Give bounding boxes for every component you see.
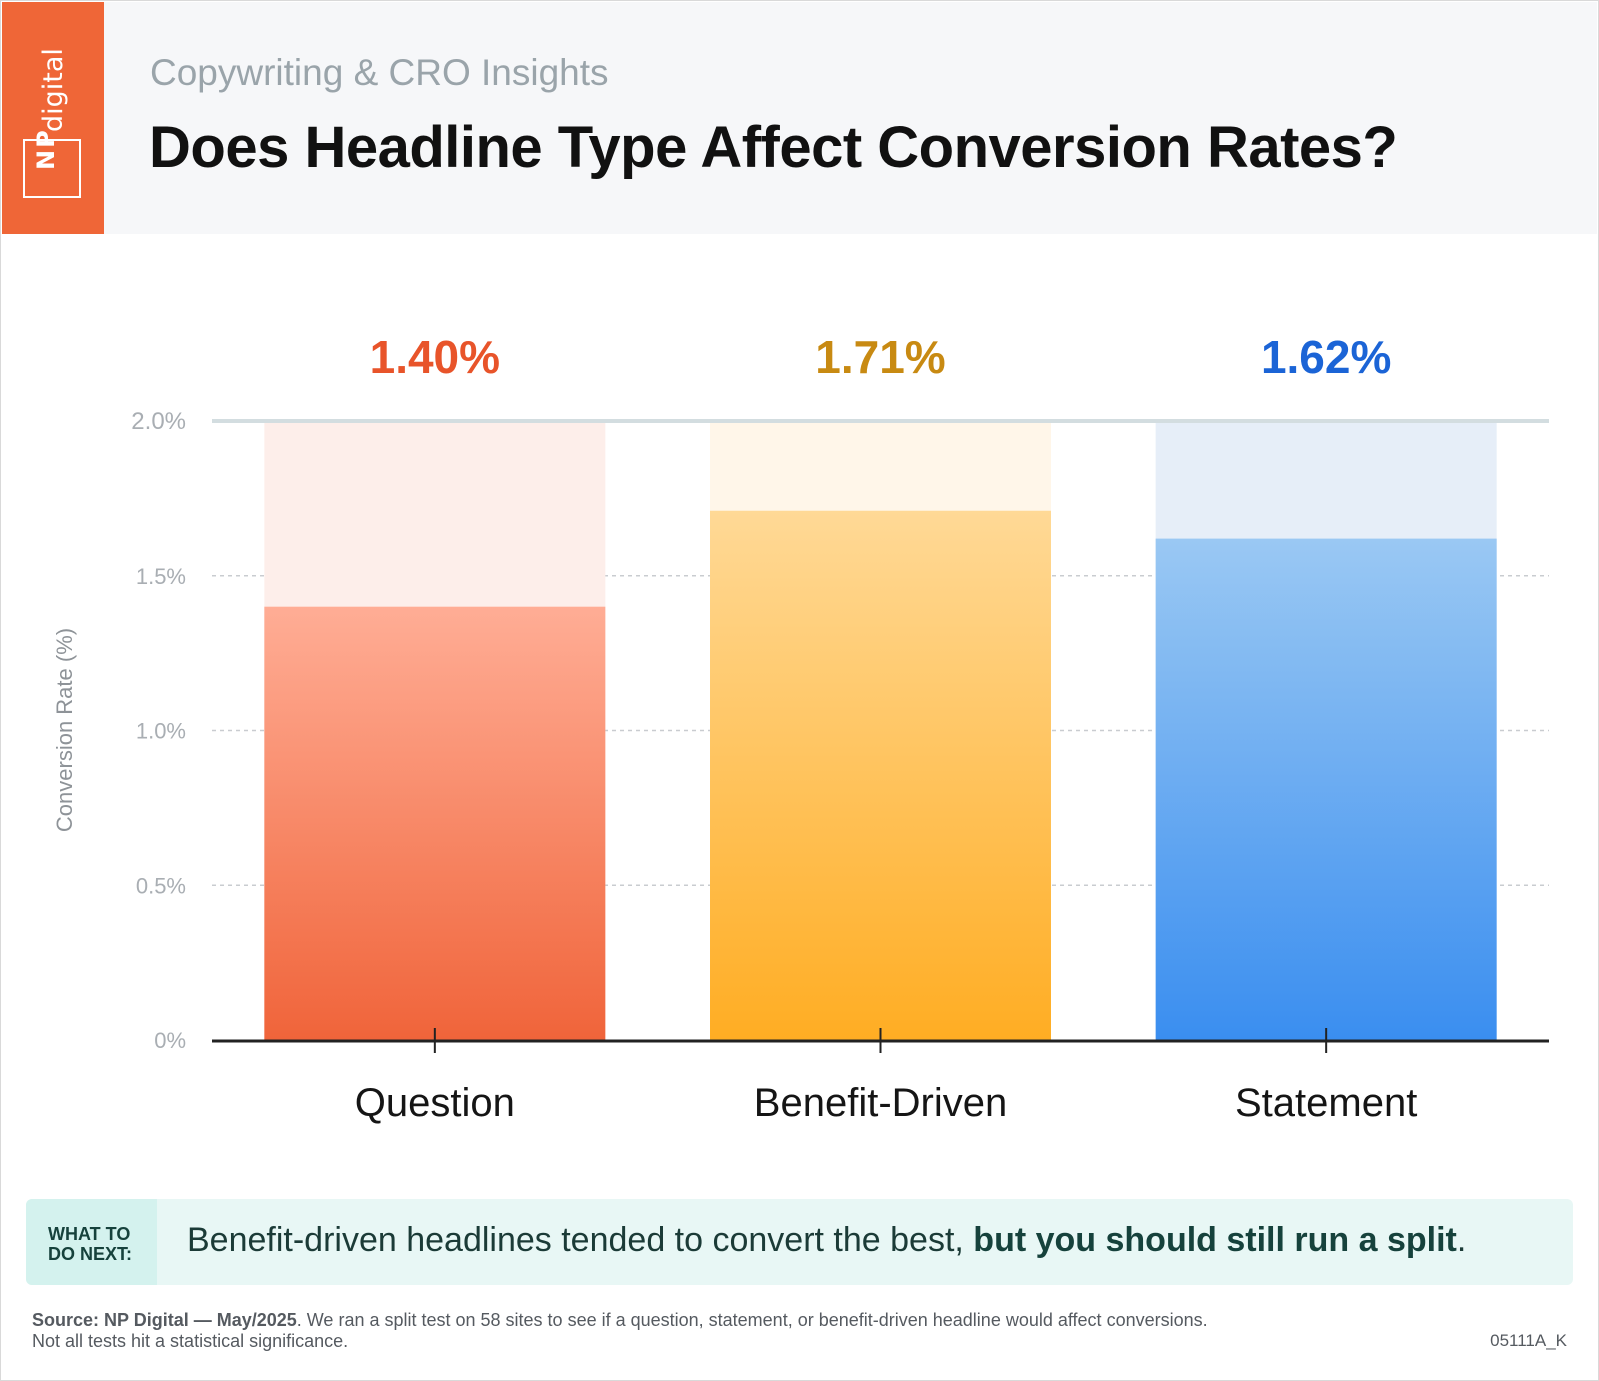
bar bbox=[264, 606, 606, 1040]
logo-box bbox=[23, 139, 81, 198]
callout-text-bold: but you should still run a split bbox=[973, 1221, 1457, 1259]
callout-text: Benefit-driven headlines tended to conve… bbox=[187, 1221, 1466, 1260]
callout-tag: WHAT TO DO NEXT: bbox=[26, 1199, 157, 1285]
what-to-do-next-callout: WHAT TO DO NEXT: Benefit-driven headline… bbox=[26, 1199, 1573, 1285]
source-text: . We ran a split test on 58 sites to see… bbox=[296, 1310, 1208, 1330]
x-tick-label: Benefit-Driven bbox=[754, 1081, 1007, 1125]
bar-chart: 0% 0.5% 1.0% 1.5% 2.0% Conversion Rate (%) 1.4… bbox=[52, 331, 1549, 1125]
callout-text-plain: Benefit-driven headlines tended to conve… bbox=[187, 1221, 974, 1259]
subtitle: Copywriting & CRO Insights bbox=[150, 52, 609, 93]
callout-text-end: . bbox=[1456, 1221, 1467, 1259]
y-axis-label: Conversion Rate (%) bbox=[52, 628, 77, 832]
y-tick-label: 0.5% bbox=[136, 873, 186, 898]
source-line2: Not all tests hit a statistical signific… bbox=[32, 1331, 349, 1351]
source-note: Source: NP Digital — May/2025. We ran a … bbox=[32, 1310, 1208, 1352]
value-label: 1.62% bbox=[1261, 331, 1391, 383]
bar bbox=[710, 510, 1051, 1040]
np-digital-logo: NP digital bbox=[2, 2, 104, 234]
y-tick-label: 1.0% bbox=[136, 719, 186, 744]
callout-tag-line1: WHAT TO bbox=[48, 1224, 131, 1244]
x-tick-label: Statement bbox=[1235, 1081, 1417, 1125]
source-bold: Source: NP Digital — May/2025 bbox=[32, 1310, 297, 1330]
callout-tag-line2: DO NEXT: bbox=[48, 1244, 133, 1264]
page-title: Does Headline Type Affect Conversion Rat… bbox=[149, 115, 1398, 180]
x-tick-label: Question bbox=[355, 1081, 515, 1125]
y-tick-label: 2.0% bbox=[131, 408, 186, 435]
reference-code: 05111A_K bbox=[1490, 1331, 1567, 1350]
bar bbox=[1155, 538, 1497, 1040]
value-label: 1.40% bbox=[370, 331, 500, 383]
header: NP digital Copywriting & CRO Insights Do… bbox=[2, 2, 1597, 234]
value-label: 1.71% bbox=[815, 331, 945, 383]
y-tick-label: 0% bbox=[154, 1028, 186, 1053]
y-tick-label: 1.5% bbox=[136, 564, 186, 589]
